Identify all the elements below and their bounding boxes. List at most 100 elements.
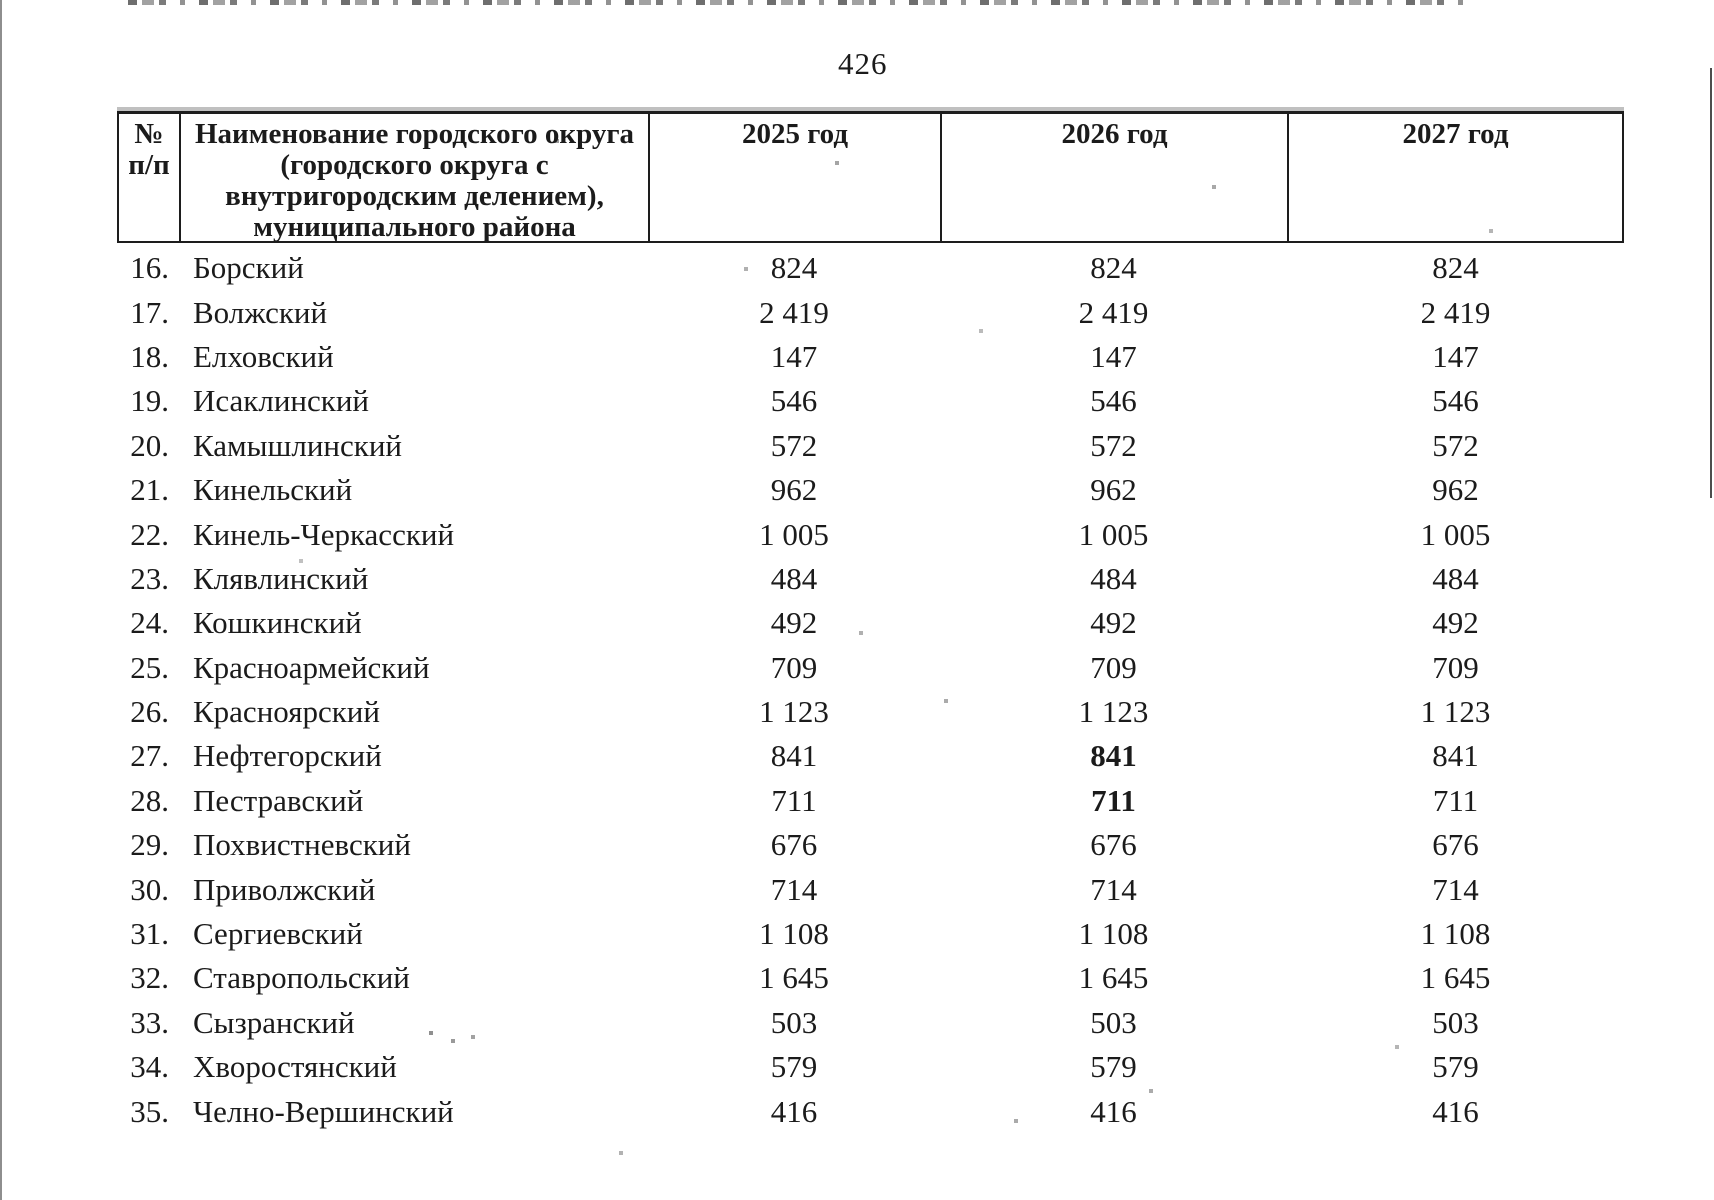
row-value-2025: 1 005	[759, 516, 829, 552]
row-value-2025: 416	[770, 1093, 818, 1129]
row-value-2025: 579	[770, 1049, 818, 1085]
row-number: 32.	[130, 960, 169, 996]
row-number: 33.	[130, 1004, 169, 1040]
row-value-2027: 484	[1432, 560, 1479, 596]
table-row: 35. Челно-Вершинский 416 416 416	[117, 1089, 1624, 1133]
table-row: 30. Приволжский 714 714 714	[117, 867, 1624, 911]
row-number: 20.	[130, 427, 169, 463]
row-name: Камышлинский	[193, 427, 402, 463]
table-row: 29. Похвистневский 676 676 676	[117, 823, 1624, 867]
header-name-line2: (городского округа с	[280, 149, 549, 181]
row-value-2026: 484	[1090, 560, 1137, 596]
row-value-2027: 676	[1432, 827, 1479, 863]
row-value-2027: 711	[1432, 782, 1479, 818]
table-header-row: № п/п Наименование городского округа (го…	[117, 111, 1624, 243]
row-number: 29.	[130, 827, 169, 863]
row-value-2025: 147	[770, 338, 818, 374]
row-value-2026: 147	[1090, 338, 1137, 374]
row-value-2026: 962	[1090, 472, 1137, 508]
row-value-2025: 572	[770, 427, 818, 463]
row-name: Красноармейский	[193, 649, 430, 685]
row-value-2027: 1 123	[1420, 694, 1491, 730]
row-name: Ставропольский	[193, 960, 410, 996]
row-value-2026: 2 419	[1078, 294, 1149, 330]
row-value-2025: 484	[770, 560, 818, 596]
row-value-2027: 962	[1432, 472, 1479, 508]
row-number: 16.	[130, 250, 169, 286]
row-value-2026: 579	[1090, 1049, 1137, 1085]
row-name: Похвистневский	[193, 827, 411, 863]
row-value-2026: 416	[1090, 1093, 1137, 1129]
row-value-2026: 824	[1090, 250, 1137, 286]
row-name: Исаклинский	[193, 383, 369, 419]
row-value-2027: 147	[1432, 338, 1479, 374]
row-number: 27.	[130, 738, 169, 774]
budget-allocation-table: № п/п Наименование городского округа (го…	[117, 111, 1624, 1134]
row-value-2025: 2 419	[759, 294, 829, 330]
table-row: 18. Елховский 147 147 147	[117, 335, 1624, 379]
row-value-2026: 546	[1090, 383, 1137, 419]
scan-edge-left	[0, 0, 2, 1200]
header-cell-number: № п/п	[119, 114, 181, 243]
table-row: 24. Кошкинский 492 492 492	[117, 601, 1624, 645]
row-value-2027: 2 419	[1420, 294, 1491, 330]
scan-edge-right	[1710, 68, 1712, 498]
row-number: 21.	[130, 472, 169, 508]
row-name: Кинель-Черкасский	[193, 516, 455, 552]
row-value-2027: 1 108	[1420, 916, 1491, 952]
row-value-2027: 546	[1432, 383, 1479, 419]
row-value-2025: 503	[770, 1004, 818, 1040]
table-row: 28. Пестравский 711 711 711	[117, 779, 1624, 823]
row-name: Приволжский	[193, 871, 376, 907]
row-name: Пестравский	[193, 782, 364, 818]
row-value-2025: 676	[770, 827, 818, 863]
table-row: 16. Борский 824 824 824	[117, 246, 1624, 290]
row-number: 31.	[130, 916, 169, 952]
row-value-2025: 492	[770, 605, 818, 641]
row-value-2027: 841	[1432, 738, 1479, 774]
table-row: 26. Красноярский 1 123 1 123 1 123	[117, 690, 1624, 734]
row-number: 30.	[130, 871, 169, 907]
row-value-2027: 1 645	[1420, 960, 1491, 996]
row-name: Клявлинский	[193, 560, 369, 596]
table-row: 25. Красноармейский 709 709 709	[117, 646, 1624, 690]
row-value-2027: 416	[1432, 1093, 1479, 1129]
row-name: Хворостянский	[193, 1049, 397, 1085]
row-name: Сызранский	[193, 1004, 355, 1040]
row-value-2026: 503	[1090, 1004, 1137, 1040]
row-name: Сергиевский	[193, 916, 363, 952]
row-value-2027: 579	[1432, 1049, 1479, 1085]
row-value-2025: 824	[770, 250, 818, 286]
row-value-2026: 676	[1090, 827, 1137, 863]
header-name-line1: Наименование городского округа	[194, 118, 634, 150]
row-value-2027: 503	[1432, 1004, 1479, 1040]
row-value-2026: 841	[1090, 738, 1137, 774]
row-name: Красноярский	[193, 694, 380, 730]
row-value-2027: 714	[1432, 871, 1479, 907]
row-number: 24.	[130, 605, 169, 641]
row-name: Челно-Вершинский	[193, 1093, 454, 1129]
row-value-2026: 1 645	[1078, 960, 1149, 996]
scan-noise-top	[128, 0, 1464, 5]
row-value-2025: 709	[770, 649, 818, 685]
row-value-2027: 492	[1432, 605, 1479, 641]
row-value-2027: 572	[1432, 427, 1479, 463]
row-name: Кинельский	[193, 472, 353, 508]
table-row: 27. Нефтегорский 841 841 841	[117, 734, 1624, 778]
row-value-2026: 709	[1090, 649, 1137, 685]
table-row: 23. Клявлинский 484 484 484	[117, 557, 1624, 601]
row-value-2026: 1 123	[1078, 694, 1149, 730]
row-number: 25.	[130, 649, 169, 685]
row-value-2027: 709	[1432, 649, 1479, 685]
row-value-2025: 962	[770, 472, 818, 508]
header-cell-name: Наименование городского округа (городско…	[181, 114, 650, 243]
header-name-line3: внутригородским делением),	[225, 180, 604, 212]
row-value-2026: 492	[1090, 605, 1137, 641]
row-value-2027: 1 005	[1420, 516, 1491, 552]
header-name-line4: муниципального района	[253, 211, 576, 243]
row-number: 23.	[130, 560, 169, 596]
row-value-2025: 1 645	[759, 960, 829, 996]
row-number: 22.	[130, 516, 169, 552]
header-number-line1: №	[134, 118, 164, 150]
row-number: 26.	[130, 694, 169, 730]
